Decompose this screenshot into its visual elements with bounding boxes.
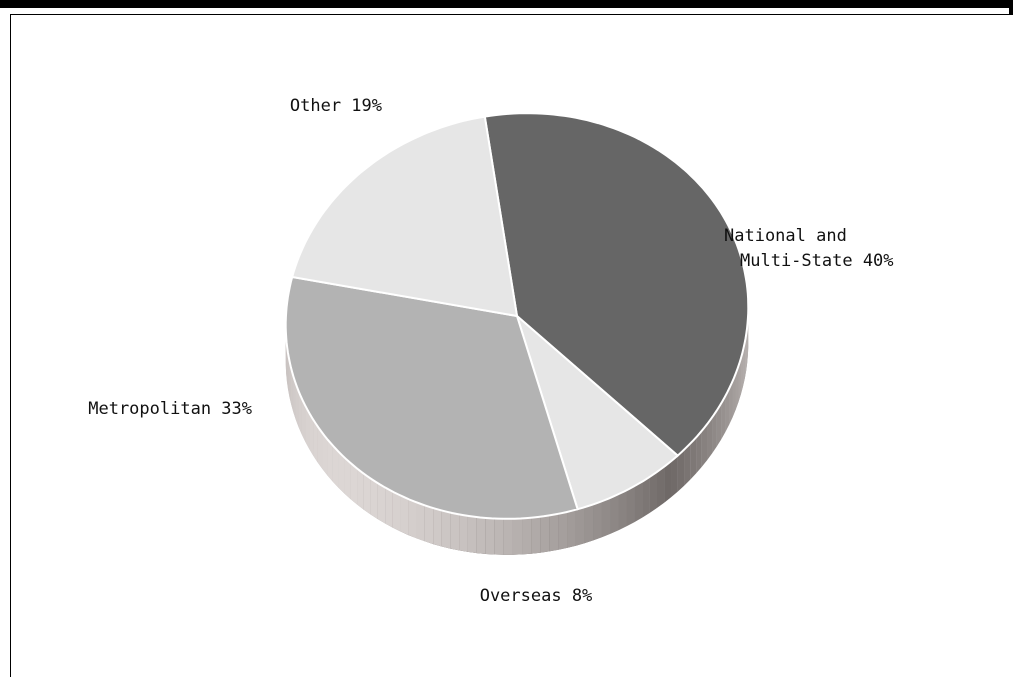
- slice-label-metropolitan: Metropolitan 33%: [88, 399, 252, 419]
- pie-side-segment: [344, 457, 351, 500]
- pie-side-segment: [309, 412, 314, 456]
- pie-side-segment: [567, 509, 576, 548]
- pie-side-segment: [287, 352, 290, 397]
- pie-side-segment: [540, 515, 550, 553]
- top-border-bar: [0, 0, 1013, 8]
- pie-side-segment: [634, 481, 643, 523]
- pie-side-segment: [716, 403, 722, 447]
- pie-side-segment: [584, 504, 594, 544]
- pie-side-segment: [385, 487, 393, 528]
- pie-side-segment: [522, 517, 532, 555]
- pie-side-segment: [712, 410, 717, 454]
- pie-side-segment: [408, 499, 417, 539]
- pie-side-segment: [558, 511, 568, 550]
- pie-side-segment: [732, 373, 736, 418]
- pie-side-segment: [441, 510, 451, 549]
- pie-side-segment: [656, 466, 665, 508]
- pie-side-segment: [295, 383, 299, 428]
- pie-side-segment: [738, 358, 741, 402]
- pie-side-segment: [494, 518, 504, 555]
- pie-side-segment: [684, 443, 691, 486]
- pie-side-segment: [729, 381, 733, 425]
- pie-side-segment: [575, 507, 585, 546]
- pie-side-segment: [370, 478, 378, 520]
- pie-side-segment: [503, 518, 513, 555]
- pie-side-segment: [293, 376, 296, 420]
- pie-side-segment: [671, 455, 678, 498]
- pie-side-segment: [707, 417, 713, 461]
- pie-side-segment: [740, 350, 744, 395]
- slice-label-other: Other 19%: [290, 96, 382, 116]
- pie-side-segment: [735, 365, 739, 410]
- pie-side-segment: [485, 517, 495, 555]
- pie-side-segment: [626, 486, 635, 527]
- pie-side-segment: [531, 516, 541, 554]
- pie-side-segment: [696, 430, 702, 474]
- pie-side-segment: [618, 490, 627, 531]
- pie-side-segment: [642, 476, 650, 518]
- pie-side-segment: [298, 391, 302, 435]
- pie-side-segment: [649, 471, 657, 513]
- pie-side-segment: [549, 513, 559, 552]
- pie-side-segment: [512, 518, 523, 555]
- pie-side-segment: [721, 396, 726, 440]
- pie-side-segment: [476, 517, 486, 554]
- pie-side-segment: [601, 497, 611, 538]
- pie-slice-national-and-multi-state: [483, 112, 750, 457]
- slice-label-overseas: Overseas 8%: [480, 586, 593, 606]
- pie-side-segment: [459, 514, 468, 552]
- pie-side-segment: [744, 334, 747, 379]
- pie-top-group: [284, 112, 750, 520]
- pie-side-segment: [291, 368, 294, 413]
- plot-area-border: [10, 14, 1013, 677]
- pie-side-segment: [725, 388, 730, 433]
- pie-labels-group: National and Multi-State 40% Overseas 8% Me…: [88, 96, 893, 606]
- top-right-corner-mark: [1009, 8, 1013, 15]
- pie-side-segment: [327, 439, 333, 482]
- pie-side-segment: [338, 451, 345, 494]
- pie-side-segment: [690, 437, 697, 480]
- pie-side-segment: [450, 512, 460, 551]
- pie-side-segment: [467, 515, 477, 554]
- pie-side-segment: [289, 360, 292, 405]
- pie-side-segment: [313, 419, 318, 463]
- pie-side-segment: [332, 445, 339, 488]
- pie-side-segment: [301, 398, 306, 442]
- pie-side-segment: [305, 405, 310, 449]
- slice-label-national-and-multi-state: National and Multi-State 40%: [724, 226, 894, 271]
- pie-side-segment: [350, 463, 358, 505]
- pie-slice-other: [290, 115, 519, 318]
- pie-side-segment: [677, 449, 685, 492]
- pie-side-segment: [416, 502, 425, 542]
- pie-side-segment: [664, 461, 672, 503]
- pie-side-segment: [363, 473, 371, 515]
- pie-side-segment: [424, 505, 434, 545]
- pie-side-segment: [400, 495, 409, 536]
- pie-side-segment: [322, 433, 328, 476]
- pie-side-segment: [743, 342, 745, 387]
- pie-side-segment: [317, 426, 323, 470]
- pie-slice-overseas: [514, 312, 680, 511]
- pie-slice-metropolitan: [284, 275, 579, 520]
- pie-side-segment: [357, 468, 364, 510]
- pie-side-segment: [433, 508, 442, 547]
- pie-side-segment: [593, 501, 602, 541]
- pie-side-segment: [392, 491, 401, 532]
- pie-side-segment: [610, 494, 619, 534]
- pie-side-segment: [701, 424, 708, 467]
- pie-side-segment: [377, 483, 386, 524]
